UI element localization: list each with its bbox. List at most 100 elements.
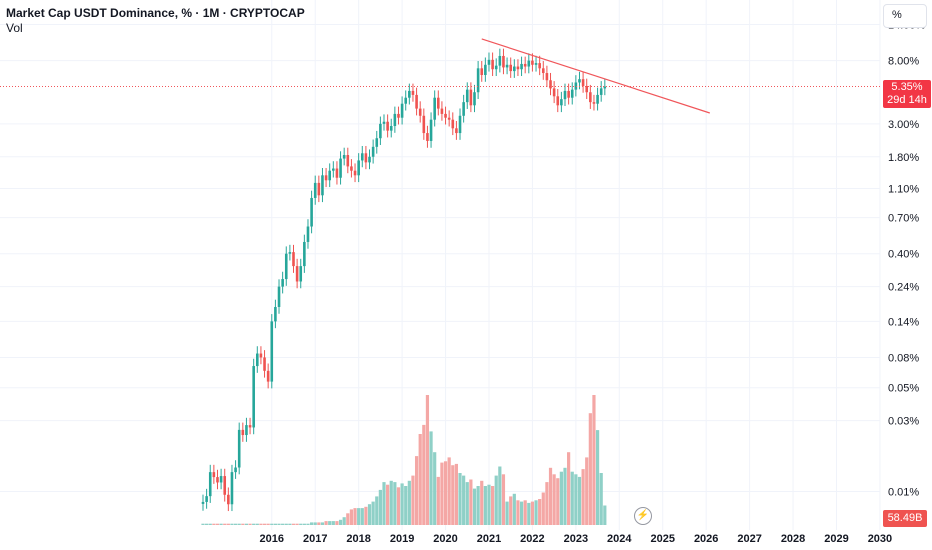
volume-bar <box>545 482 549 525</box>
candle-body <box>487 59 491 65</box>
candle-body <box>541 68 545 74</box>
volume-bar <box>270 523 274 525</box>
y-tick-label: 1.80% <box>888 152 919 164</box>
volume-bar <box>262 523 267 525</box>
lightning-icon[interactable]: ⚡ <box>634 507 652 525</box>
candle-body <box>252 366 255 428</box>
x-tick-label: 2018 <box>346 533 370 545</box>
volume-bar <box>505 501 509 525</box>
candle-body <box>284 253 288 280</box>
candle-body <box>451 119 455 129</box>
volume-bar <box>230 523 234 525</box>
candle-body <box>212 472 216 478</box>
candle-body <box>502 55 505 68</box>
volume-bar <box>212 523 216 525</box>
volume-bar <box>302 523 306 525</box>
candle-body <box>313 182 317 198</box>
candle-body <box>570 89 574 98</box>
candle-body <box>288 252 292 254</box>
volume-bar <box>360 508 364 525</box>
volume-bar <box>483 486 487 525</box>
y-tick-label: 0.08% <box>888 352 919 364</box>
volume-bar <box>559 471 563 525</box>
candle-body <box>245 425 248 436</box>
candle-body <box>270 321 274 382</box>
volume-bar <box>382 482 386 525</box>
candle-body <box>429 119 433 141</box>
candle-body <box>241 429 245 436</box>
y-tick-label: 0.70% <box>888 213 919 225</box>
volume-bar <box>324 521 328 525</box>
last-volume-badge: 58.49B <box>883 510 927 527</box>
candle-body <box>350 166 353 171</box>
volume-bar <box>411 475 415 525</box>
candle-body <box>462 102 465 116</box>
volume-bar <box>386 484 390 525</box>
volume-indicator-label: Vol <box>6 21 23 35</box>
candle-body <box>389 126 393 131</box>
candle-body <box>418 108 422 116</box>
candle-body <box>455 128 458 134</box>
volume-bar <box>291 523 296 525</box>
candle-body <box>444 113 447 118</box>
candle-body <box>491 59 494 70</box>
volume-bar <box>208 523 212 525</box>
candle-body <box>592 102 596 104</box>
candle-body <box>603 86 607 89</box>
candle-body <box>310 197 313 227</box>
chart-title: Market Cap USDT Dominance, % · 1M · CRYP… <box>6 6 305 20</box>
volume-bar <box>548 467 553 525</box>
candle-body <box>364 153 368 163</box>
y-tick-label: 1.10% <box>888 184 919 196</box>
volume-bar <box>494 475 498 525</box>
volume-bar <box>338 519 343 525</box>
y-tick-label: 0.01% <box>888 486 919 498</box>
volume-bar <box>233 523 238 525</box>
volume-bar <box>480 480 484 525</box>
x-tick-label: 2016 <box>260 533 284 545</box>
volume-bars <box>201 395 607 525</box>
y-tick-label: 0.40% <box>888 249 919 261</box>
y-tick-label: 8.00% <box>888 56 919 68</box>
volume-bar <box>255 523 259 525</box>
candle-body <box>458 115 462 134</box>
candle-body <box>205 496 208 502</box>
volume-bar <box>429 431 433 525</box>
candle-body <box>422 115 426 134</box>
volume-bar <box>516 500 520 525</box>
candle-body <box>266 370 270 382</box>
candle-body <box>237 429 241 468</box>
candle-body <box>585 85 589 93</box>
volume-bar <box>310 522 314 525</box>
candle-body <box>360 153 364 161</box>
volume-bar <box>563 467 567 525</box>
volume-bar <box>320 522 325 525</box>
volume-bar <box>215 523 220 525</box>
chart-legend: Market Cap USDT Dominance, % · 1M · CRYP… <box>6 6 305 36</box>
candle-body <box>317 182 321 196</box>
candle-body <box>386 121 389 131</box>
volume-bar <box>588 413 592 525</box>
volume-bar <box>501 474 506 525</box>
volume-bar <box>342 517 346 525</box>
candle-body <box>400 103 404 118</box>
volume-bar <box>476 486 480 525</box>
volume-bar <box>567 452 571 525</box>
volume-bar <box>346 513 350 525</box>
volume-bar <box>404 486 408 525</box>
volume-bar <box>534 500 538 525</box>
volume-bar <box>277 523 281 525</box>
candle-body <box>523 63 527 67</box>
candle-body <box>208 472 212 497</box>
percent-scale-button[interactable]: % <box>883 4 927 28</box>
candle-body <box>277 286 281 307</box>
volume-bar <box>530 501 535 525</box>
candle-body <box>353 170 357 176</box>
candle-body <box>426 133 429 141</box>
volume-bar <box>592 395 596 525</box>
volume-bar <box>581 469 585 525</box>
volume-bar <box>364 506 368 525</box>
volume-bar <box>248 523 252 525</box>
candle-body <box>324 175 328 181</box>
